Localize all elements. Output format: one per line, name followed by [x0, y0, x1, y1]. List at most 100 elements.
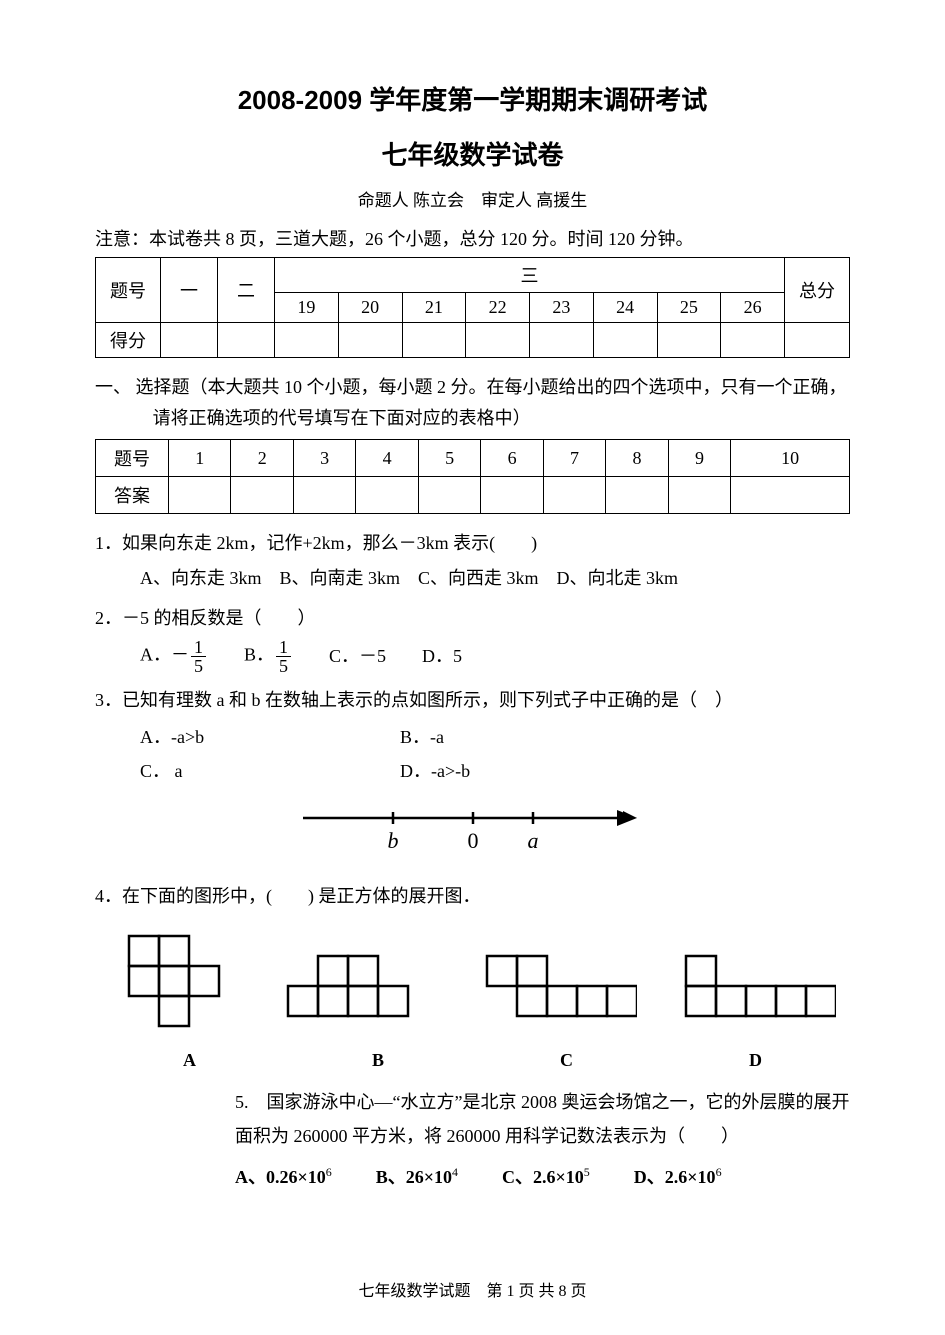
- ans-th-number: 题号: [96, 440, 169, 477]
- q5-optA-base: A、0.26×10: [235, 1167, 326, 1187]
- ans-col: 10: [731, 440, 850, 477]
- cube-net-A: [109, 926, 239, 1046]
- exam-page: 2008-2009 学年度第一学期期末调研考试 七年级数学试卷 命题人 陈立会 …: [0, 0, 945, 1335]
- ans-cell: [668, 477, 730, 514]
- score-cell: [402, 323, 466, 358]
- q5-optB-exp: 4: [452, 1165, 458, 1179]
- q2-optA-prefix: A．－: [140, 645, 189, 665]
- q2-optD: D．5: [422, 641, 462, 672]
- score-col-one: 一: [161, 258, 218, 323]
- q1-optA: A、向东走 3km: [140, 568, 262, 588]
- ans-cell: [418, 477, 480, 514]
- q2-options: A．－15 B．15 C．－5 D．5: [95, 638, 850, 675]
- score-table: 题号 一 二 三 总分 19 20 21 22 23 24 25 26 得分: [95, 257, 850, 358]
- q5-stem: 5. 国家游泳中心—“水立方”是北京 2008 奥运会场馆之一，它的外层膜的展开…: [95, 1085, 850, 1153]
- section1-intro: 一、 选择题（本大题共 10 个小题，每小题 2 分。在每小题给出的四个选项中，…: [95, 372, 850, 433]
- ans-col: 6: [481, 440, 543, 477]
- score-th-number: 题号: [96, 258, 161, 323]
- fraction-icon: 15: [276, 638, 291, 675]
- score-cell: [218, 323, 275, 358]
- q5-optD: D、2.6×106: [634, 1163, 722, 1189]
- score-cell: [338, 323, 402, 358]
- q5-optC-exp: 5: [584, 1165, 590, 1179]
- cube-net-D: [666, 946, 836, 1046]
- title-line1: 2008-2009 学年度第一学期期末调研考试: [95, 80, 850, 117]
- ans-cell: [293, 477, 355, 514]
- score-sub-25: 25: [657, 293, 721, 323]
- title-line2: 七年级数学试卷: [95, 135, 850, 172]
- q5-optD-base: D、2.6×10: [634, 1167, 716, 1187]
- score-cell: [161, 323, 218, 358]
- score-sub-26: 26: [721, 293, 785, 323]
- score-col-two: 二: [218, 258, 275, 323]
- score-sub-19: 19: [275, 293, 339, 323]
- q4-label-D: D: [749, 1050, 762, 1071]
- numline-label-0: 0: [467, 828, 478, 853]
- ans-col: 8: [606, 440, 668, 477]
- credits: 命题人 陈立会 审定人 高援生: [95, 186, 850, 211]
- score-sub-21: 21: [402, 293, 466, 323]
- score-sub-24: 24: [593, 293, 657, 323]
- numline-label-b: b: [387, 828, 398, 853]
- ans-cell: [231, 477, 293, 514]
- ans-col: 1: [169, 440, 231, 477]
- q1-optC: C、向西走 3km: [418, 568, 539, 588]
- q5-optC-base: C、2.6×10: [502, 1167, 584, 1187]
- cube-net-C: [467, 946, 637, 1046]
- answer-table: 题号 1 2 3 4 5 6 7 8 9 10 答案: [95, 439, 850, 514]
- ans-col: 9: [668, 440, 730, 477]
- ans-th-answer: 答案: [96, 477, 169, 514]
- q1-optB: B、向南走 3km: [280, 568, 401, 588]
- ans-col: 3: [293, 440, 355, 477]
- ans-cell: [356, 477, 418, 514]
- ans-cell: [606, 477, 668, 514]
- number-line-svg: b 0 a: [293, 798, 653, 858]
- q3-optC: C． a: [140, 754, 400, 788]
- q5-optD-exp: 6: [716, 1165, 722, 1179]
- ans-cell: [481, 477, 543, 514]
- cube-net-B: [268, 946, 438, 1046]
- q5-optC: C、2.6×105: [502, 1163, 590, 1189]
- ans-col: 4: [356, 440, 418, 477]
- score-col-three-header: 三: [275, 258, 785, 293]
- ans-col: 7: [543, 440, 605, 477]
- score-cell: [466, 323, 530, 358]
- q2-optB-prefix: B．: [244, 645, 274, 665]
- numline-label-a: a: [527, 828, 538, 853]
- score-sub-20: 20: [338, 293, 402, 323]
- q5-optB-base: B、26×10: [376, 1167, 452, 1187]
- q3-optA: A．-a>b: [140, 720, 400, 754]
- notice: 注意：本试卷共 8 页，三道大题，26 个小题，总分 120 分。时间 120 …: [95, 225, 850, 251]
- q4-label-C: C: [560, 1050, 573, 1071]
- q3-options: A．-a>b B．-a C． a D．-a>-b: [95, 720, 850, 788]
- q4-label-B: B: [372, 1050, 384, 1071]
- q3-optB: B．-a: [400, 720, 660, 754]
- score-cell: [275, 323, 339, 358]
- q1-stem: 1．如果向东走 2km，记作+2km，那么－3km 表示( ): [95, 528, 850, 559]
- q2-stem: 2．－5 的相反数是（ ）: [95, 603, 850, 634]
- score-sub-22: 22: [466, 293, 530, 323]
- score-cell: [657, 323, 721, 358]
- score-cell: [721, 323, 785, 358]
- q4-stem: 4．在下面的图形中，( ) 是正方体的展开图．: [95, 881, 850, 912]
- fraction-icon: 15: [191, 638, 206, 675]
- score-sub-23: 23: [530, 293, 594, 323]
- q4-label-A: A: [183, 1050, 196, 1071]
- ans-cell: [169, 477, 231, 514]
- score-cell: [785, 323, 850, 358]
- q5-optA: A、0.26×106: [235, 1163, 332, 1189]
- ans-cell: [543, 477, 605, 514]
- q5-optB: B、26×104: [376, 1163, 458, 1189]
- q2-optA: A．－15: [140, 638, 208, 675]
- q1-optD: D、向北走 3km: [557, 568, 679, 588]
- score-cell: [530, 323, 594, 358]
- q4-nets: [95, 926, 850, 1046]
- q2-optC: C．－5: [329, 641, 386, 672]
- q1-options: A、向东走 3km B、向南走 3km C、向西走 3km D、向北走 3km: [95, 563, 850, 594]
- q4-labels: A B C D: [95, 1050, 850, 1071]
- page-footer: 七年级数学试题 第 1 页 共 8 页: [0, 1277, 945, 1301]
- score-cell: [593, 323, 657, 358]
- q2-optB: B．15: [244, 638, 293, 675]
- ans-col: 5: [418, 440, 480, 477]
- q5-options: A、0.26×106 B、26×104 C、2.6×105 D、2.6×106: [95, 1163, 850, 1189]
